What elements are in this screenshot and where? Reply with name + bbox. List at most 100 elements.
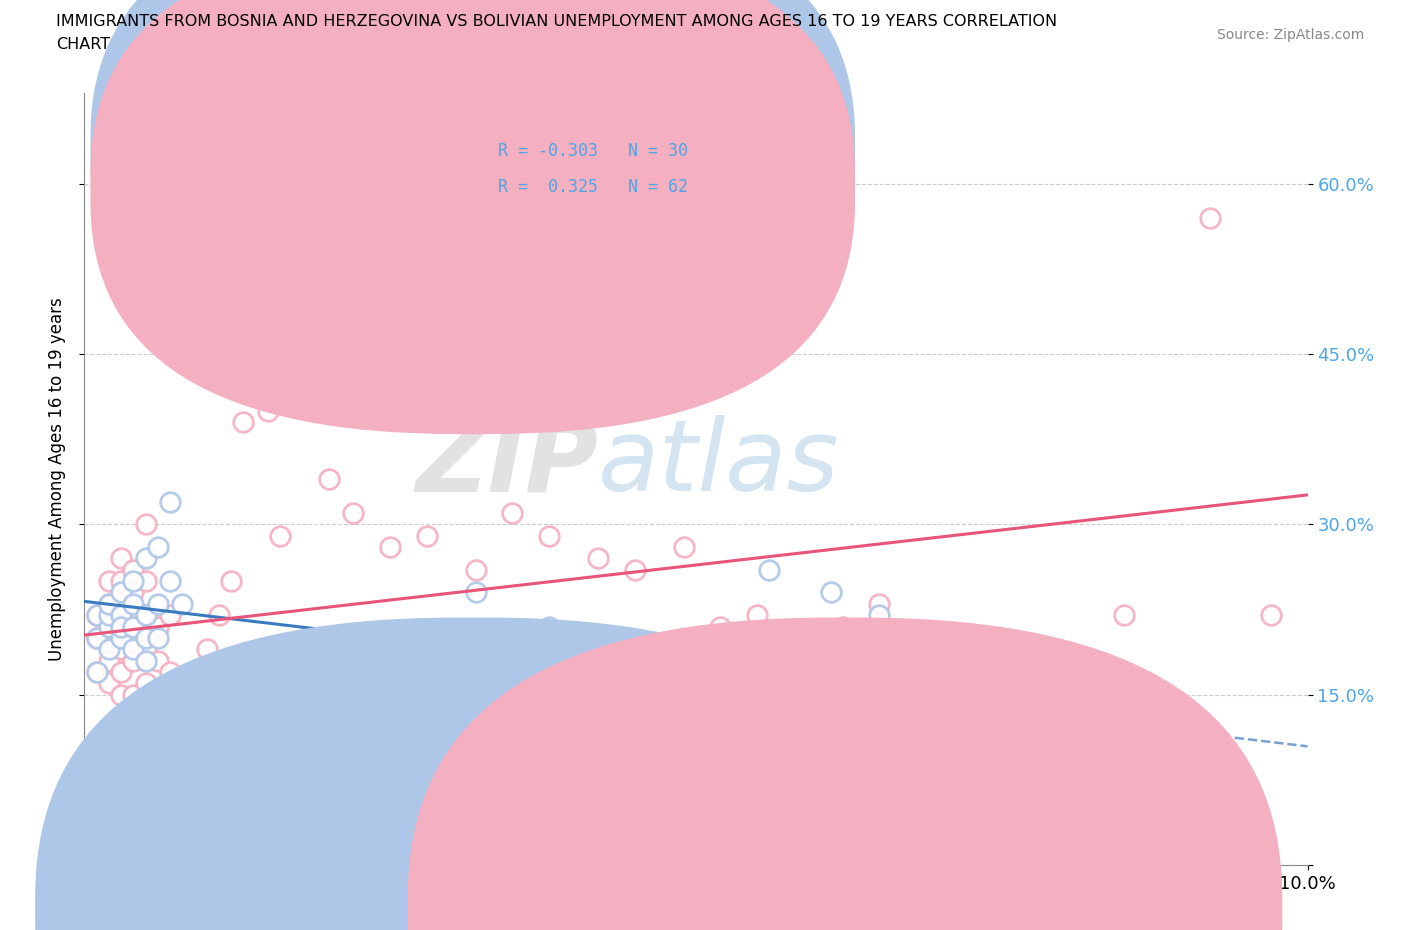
Text: ZIP: ZIP [415,415,598,512]
Point [257,404,280,418]
Text: Source: ZipAtlas.com: Source: ZipAtlas.com [1216,28,1364,42]
Point [159,665,181,680]
Text: atlas: atlas [598,415,839,512]
Point [159,494,181,509]
Point [97,596,120,611]
Point [97,574,120,589]
Point [159,574,181,589]
Point [97,619,120,634]
Point [110,687,132,702]
Point [135,607,157,622]
Point [380,539,402,554]
Point [97,642,120,657]
Point [820,585,842,600]
Text: IMMIGRANTS FROM BOSNIA AND HERZEGOVINA VS BOLIVIAN UNEMPLOYMENT AMONG AGES 16 TO: IMMIGRANTS FROM BOSNIA AND HERZEGOVINA V… [56,14,1057,29]
FancyBboxPatch shape [433,113,849,220]
Point [97,607,120,622]
Point [86,607,108,622]
Point [416,528,439,543]
Point [195,698,218,713]
Point [110,607,132,622]
Point [624,563,647,578]
Point [538,619,561,634]
Point [86,665,108,680]
Point [146,631,169,645]
Point [1114,607,1136,622]
Point [122,619,145,634]
Point [97,676,120,691]
Point [464,585,486,600]
Point [758,563,780,578]
Point [146,653,169,668]
Point [86,631,108,645]
Point [183,710,205,724]
Point [1198,210,1220,225]
Point [1150,801,1173,816]
Point [110,631,132,645]
FancyBboxPatch shape [90,0,855,434]
Point [269,528,291,543]
Point [1260,607,1282,622]
Point [122,574,145,589]
FancyBboxPatch shape [90,0,855,398]
Text: Immigrants from Bosnia and Herzegovina: Immigrants from Bosnia and Herzegovina [495,902,814,917]
Point [146,596,169,611]
Point [122,563,145,578]
Point [464,563,486,578]
Point [135,517,157,532]
Point [97,619,120,634]
Point [172,733,194,748]
Point [172,596,194,611]
Point [122,710,145,724]
Point [110,551,132,565]
Point [110,619,132,634]
Point [135,653,157,668]
Point [146,619,169,634]
Point [502,506,524,521]
Point [612,642,634,657]
Point [135,574,157,589]
Point [747,607,769,622]
Point [110,585,132,600]
Point [97,596,120,611]
Point [110,665,132,680]
Point [86,607,108,622]
Point [122,619,145,634]
Point [586,551,609,565]
Point [709,619,731,634]
Point [122,687,145,702]
Point [232,415,254,430]
Point [538,528,561,543]
Point [869,607,891,622]
Point [219,574,242,589]
Point [135,631,157,645]
Y-axis label: Unemployment Among Ages 16 to 19 years: Unemployment Among Ages 16 to 19 years [48,297,66,661]
Point [195,642,218,657]
Point [110,619,132,634]
Point [122,596,145,611]
Point [86,631,108,645]
Point [110,596,132,611]
Text: R =  0.325   N = 62: R = 0.325 N = 62 [498,179,688,196]
Point [135,642,157,657]
Point [146,539,169,554]
Point [122,585,145,600]
Point [318,472,340,486]
Point [135,676,157,691]
Point [342,506,364,521]
Point [135,698,157,713]
Point [953,790,976,804]
Point [110,642,132,657]
Text: Bolivians: Bolivians [869,902,938,917]
Point [1076,812,1098,827]
Point [953,631,976,645]
Text: CHART: CHART [56,37,110,52]
Point [146,687,169,702]
Point [97,653,120,668]
Point [135,607,157,622]
Point [122,653,145,668]
Point [831,619,853,634]
Point [135,551,157,565]
Point [183,687,205,702]
Point [86,665,108,680]
